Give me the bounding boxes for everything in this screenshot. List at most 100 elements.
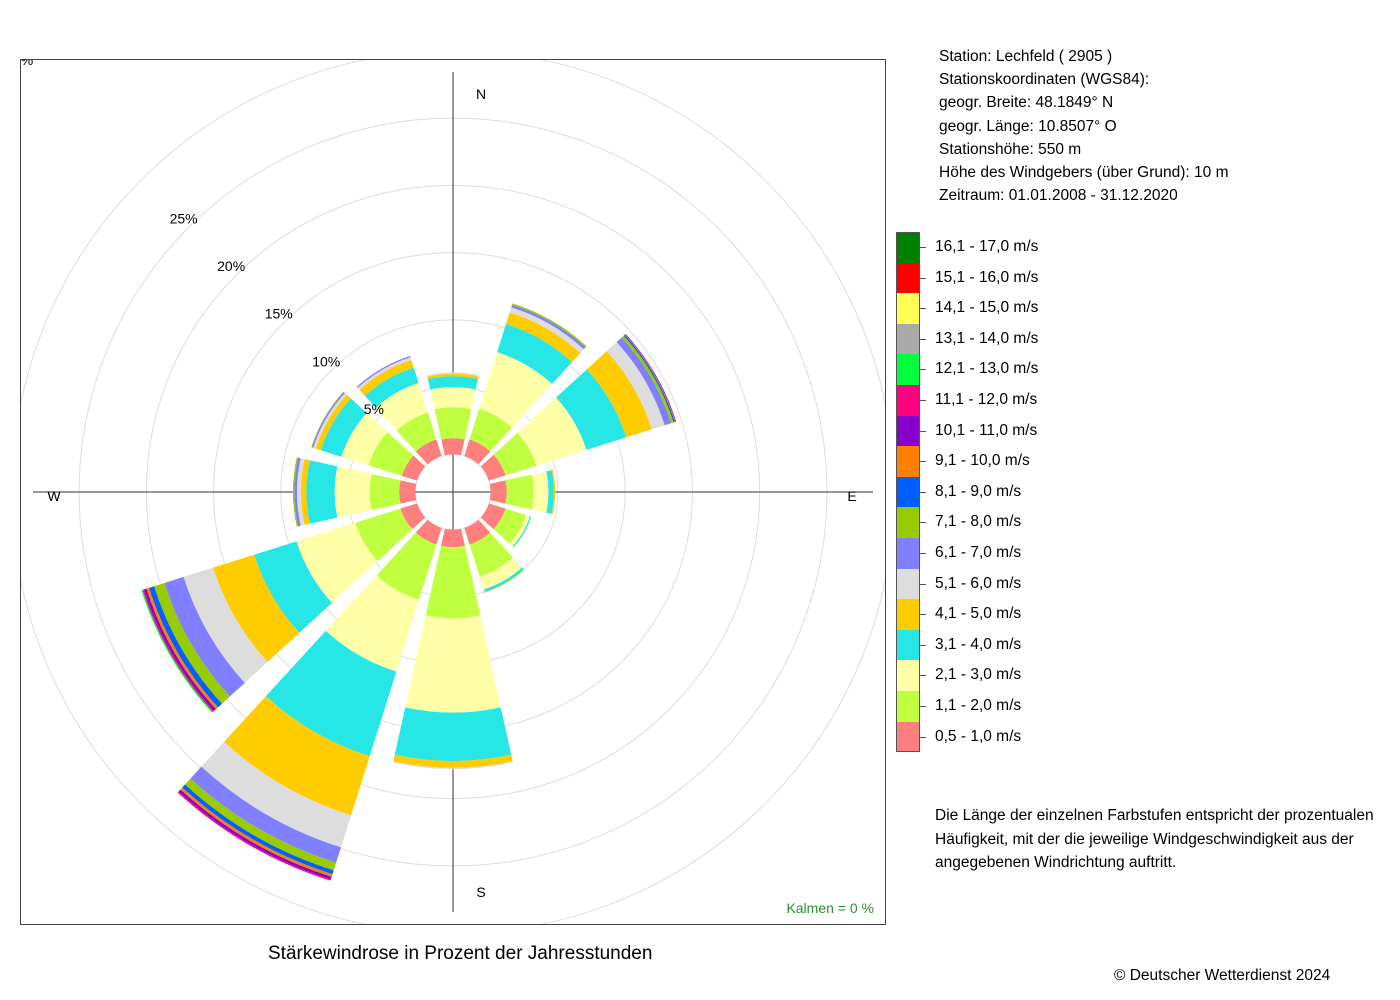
sector-band	[369, 473, 401, 511]
sector-dir-210	[177, 519, 442, 881]
legend-label: 12,1 - 13,0 m/s	[935, 360, 1039, 378]
legend-swatch	[896, 323, 920, 355]
sector-band	[320, 398, 367, 457]
sector-dir-90	[489, 469, 556, 515]
legend-label: 2,1 - 3,0 m/s	[935, 666, 1022, 684]
sector-band	[201, 741, 352, 848]
sector-band	[368, 432, 414, 476]
legend-tick	[920, 277, 926, 279]
legend-tick	[920, 705, 926, 707]
legend-label: 15,1 - 16,0 m/s	[935, 268, 1039, 286]
wind-rose-svg: N E S W 5% 10% 15% 20% 25%% Kalmen = 0 %	[20, 59, 886, 925]
legend-label: 9,1 - 10,0 m/s	[935, 452, 1030, 470]
sector-dir-0	[427, 372, 479, 456]
sector-band	[405, 615, 501, 713]
legend-label: 13,1 - 14,0 m/s	[935, 329, 1039, 347]
sensor-height: Höhe des Windgebers (über Grund): 10 m	[939, 164, 1229, 182]
sector-band	[480, 503, 506, 530]
legend-label: 7,1 - 8,0 m/s	[935, 513, 1022, 531]
radial-corner-label: %	[21, 59, 33, 68]
sector-dir-330	[356, 356, 442, 465]
sector-band	[393, 754, 513, 768]
legend-swatch	[896, 293, 920, 324]
sector-band	[376, 532, 437, 600]
sector-band	[292, 457, 299, 527]
sector-band	[341, 412, 388, 466]
south-label: S	[476, 884, 485, 900]
sector-band	[551, 469, 556, 515]
sector-dir-300	[311, 391, 426, 481]
sector-band	[296, 458, 305, 526]
sector-band	[546, 470, 554, 514]
sector-band	[334, 466, 372, 518]
sector-band	[483, 567, 524, 593]
legend-label: 6,1 - 7,0 m/s	[935, 543, 1022, 561]
legend-tick	[920, 461, 926, 463]
legend-tick	[920, 583, 926, 585]
sector-dir-120	[480, 503, 532, 548]
sector-band	[505, 474, 534, 510]
sector-band	[509, 515, 530, 547]
sector-dir-150	[464, 519, 525, 593]
legend-swatch	[896, 415, 920, 447]
sector-band	[306, 460, 338, 524]
sector-band	[511, 304, 586, 350]
wind-rose-plot: N E S W 5% 10% 15% 20% 25%% Kalmen = 0 %	[20, 59, 886, 925]
sector-band	[148, 586, 222, 708]
sector-dir-30	[464, 303, 587, 465]
legend-label: 0,5 - 1,0 m/s	[935, 727, 1022, 745]
sector-band	[393, 761, 513, 770]
legend-tick	[920, 552, 926, 554]
sector-band	[427, 376, 479, 390]
station-elevation: Stationshöhe: 550 m	[939, 140, 1082, 158]
station-longitude: geogr. Länge: 10.8507° O	[939, 117, 1117, 135]
station-info: Station: Lechfeld ( 2905 ) Stationskoord…	[939, 45, 1228, 207]
sector-band	[313, 392, 347, 449]
sector-band	[164, 576, 245, 697]
sector-dir-180	[393, 528, 513, 770]
sector-band	[400, 503, 426, 530]
sector-band	[556, 369, 627, 450]
station-latitude: geogr. Breite: 48.1849° N	[939, 94, 1114, 112]
sector-band	[184, 778, 337, 871]
sector-band	[364, 367, 419, 408]
legend-tick	[920, 614, 926, 616]
sector-band	[489, 480, 507, 504]
sector-band	[464, 439, 491, 465]
sector-band	[430, 387, 476, 410]
sector-band	[531, 471, 549, 513]
sector-band	[434, 407, 472, 440]
legend-swatch	[896, 599, 920, 630]
sector-dir-270	[292, 457, 417, 527]
legend-label: 8,1 - 9,0 m/s	[935, 482, 1022, 500]
sector-band	[505, 312, 581, 363]
sector-band	[224, 696, 370, 816]
legend-swatch	[896, 721, 920, 753]
sector-band	[394, 707, 512, 761]
sector-band	[616, 337, 672, 426]
legend-label: 11,1 - 12,0 m/s	[935, 390, 1038, 408]
copyright: © Deutscher Wetterdienst 2024	[1114, 967, 1331, 984]
legend-swatch	[896, 507, 920, 538]
legend-label: 3,1 - 4,0 m/s	[935, 635, 1022, 653]
sector-band	[183, 567, 268, 683]
legend-label: 4,1 - 5,0 m/s	[935, 605, 1022, 623]
legend-label: 16,1 - 17,0 m/s	[935, 238, 1039, 255]
legend-tick	[920, 308, 926, 310]
legend-tick	[920, 491, 926, 493]
legend-swatch	[896, 446, 920, 477]
sector-band	[294, 457, 301, 527]
sector-band	[469, 408, 513, 452]
sector-band	[315, 394, 351, 451]
calm-label: Kalmen = 0 %	[786, 900, 874, 916]
radial-tick-label: 20%	[217, 258, 245, 274]
legend-swatch	[896, 629, 920, 661]
sector-dir-60	[480, 333, 677, 481]
sector-band	[621, 335, 674, 424]
sector-band	[427, 373, 479, 380]
legend-label: 1,1 - 2,0 m/s	[935, 696, 1022, 714]
sector-band	[480, 454, 506, 481]
sector-band	[154, 583, 230, 704]
note-line: Die Länge der einzelnen Farbstufen entsp…	[935, 807, 1374, 824]
radial-tick-label: 5%	[364, 401, 384, 417]
